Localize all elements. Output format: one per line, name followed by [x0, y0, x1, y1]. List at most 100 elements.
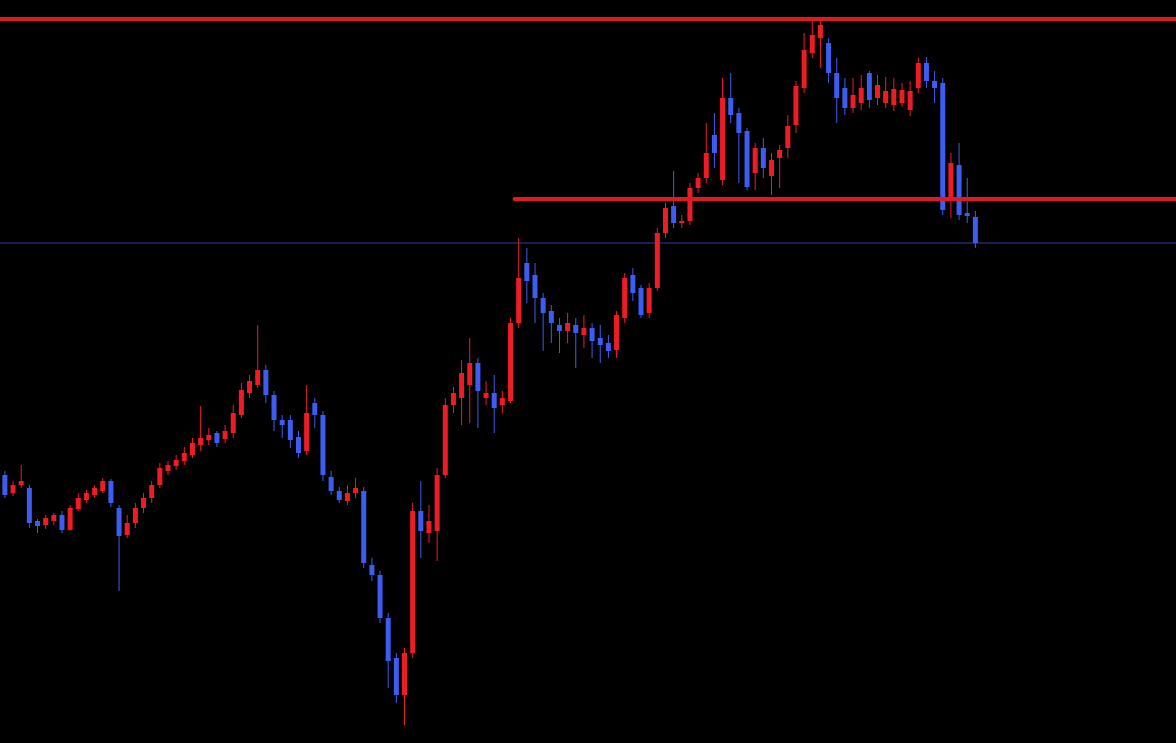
- candle-body: [279, 420, 285, 425]
- candle-body: [353, 488, 359, 493]
- candle-body: [165, 465, 171, 471]
- candle-body: [622, 278, 628, 318]
- candle-body: [434, 475, 440, 531]
- candle-body: [336, 491, 342, 500]
- candle-body: [866, 73, 872, 100]
- candle-body: [475, 363, 481, 391]
- candle-body: [720, 98, 726, 180]
- candle-body: [597, 338, 603, 345]
- candle-body: [304, 413, 310, 451]
- candle-body: [442, 405, 448, 475]
- candle-body: [548, 311, 554, 323]
- candle-body: [361, 491, 367, 563]
- candle-body: [883, 91, 889, 103]
- candle-body: [842, 88, 848, 108]
- candle-body: [181, 453, 187, 461]
- candle-body: [157, 468, 163, 485]
- candle-body: [320, 415, 326, 475]
- candle-body: [295, 437, 301, 453]
- candle-body: [230, 413, 236, 433]
- candle-body: [393, 658, 399, 695]
- candle-body: [410, 511, 416, 653]
- candle-body: [923, 63, 929, 81]
- candle-body: [100, 481, 106, 491]
- candle-body: [891, 89, 897, 105]
- candle-body: [801, 50, 807, 88]
- candle-body: [328, 477, 334, 491]
- candle-body: [768, 160, 774, 176]
- candle-body: [711, 135, 717, 153]
- candle-body: [972, 217, 978, 243]
- candle-body: [92, 488, 98, 495]
- candle-body: [662, 208, 668, 233]
- candle-body: [826, 43, 832, 73]
- candle-body: [850, 95, 856, 108]
- candle-body: [728, 98, 734, 115]
- candle-body: [556, 325, 562, 331]
- candle-body: [116, 508, 122, 536]
- candle-body: [605, 343, 611, 351]
- candle-body: [540, 298, 546, 313]
- candle-body: [377, 575, 383, 618]
- candle-body: [956, 165, 962, 215]
- candle-body: [516, 278, 522, 323]
- candle-body: [793, 86, 799, 125]
- candle-body: [744, 131, 750, 187]
- candle-body: [214, 433, 220, 443]
- candle-body: [247, 381, 253, 393]
- candle-body: [369, 565, 375, 575]
- candle-body: [108, 481, 114, 503]
- candle-body: [483, 393, 489, 398]
- candle-body: [271, 395, 277, 420]
- candle-body: [614, 315, 620, 350]
- candle-body: [508, 323, 514, 401]
- candle-body: [149, 485, 155, 498]
- candle-body: [589, 328, 595, 341]
- candle-body: [899, 90, 905, 103]
- candle-body: [222, 431, 228, 439]
- candle-body: [630, 275, 636, 293]
- candle-body: [173, 460, 179, 466]
- candle-body: [189, 443, 195, 455]
- candle-body: [573, 325, 579, 333]
- candle-body: [26, 488, 32, 523]
- candle-body: [124, 523, 130, 535]
- candle-body: [654, 233, 660, 288]
- candle-body: [834, 73, 840, 98]
- candle-body: [809, 35, 815, 53]
- candle-body: [499, 398, 505, 405]
- candle-body: [932, 81, 938, 88]
- candle-body: [18, 481, 24, 485]
- candle-body: [344, 493, 350, 501]
- candle-body: [75, 498, 81, 509]
- candle-body: [206, 435, 212, 440]
- candle-body: [817, 25, 823, 38]
- candle-body: [459, 373, 465, 398]
- candle-body: [238, 390, 244, 415]
- candle-body: [51, 515, 57, 521]
- candle-body: [695, 178, 701, 188]
- candle-body: [287, 420, 293, 440]
- candle-body: [858, 88, 864, 103]
- candle-body: [875, 85, 881, 98]
- candle-body: [532, 275, 538, 298]
- candle-body: [467, 363, 473, 385]
- candle-body: [687, 188, 693, 221]
- candle-body: [907, 91, 913, 110]
- candle-body: [565, 323, 571, 331]
- candle-body: [703, 153, 709, 178]
- candle-body: [35, 521, 41, 526]
- candle-body: [581, 328, 587, 335]
- candle-body: [679, 221, 685, 223]
- candle-body: [2, 475, 8, 495]
- candle-body: [752, 148, 758, 173]
- candle-body: [43, 518, 49, 525]
- candle-body: [255, 370, 261, 385]
- candle-body: [524, 263, 530, 281]
- candle-body: [646, 288, 652, 313]
- candle-body: [736, 113, 742, 133]
- candle-body: [760, 148, 766, 168]
- candle-body: [418, 511, 424, 531]
